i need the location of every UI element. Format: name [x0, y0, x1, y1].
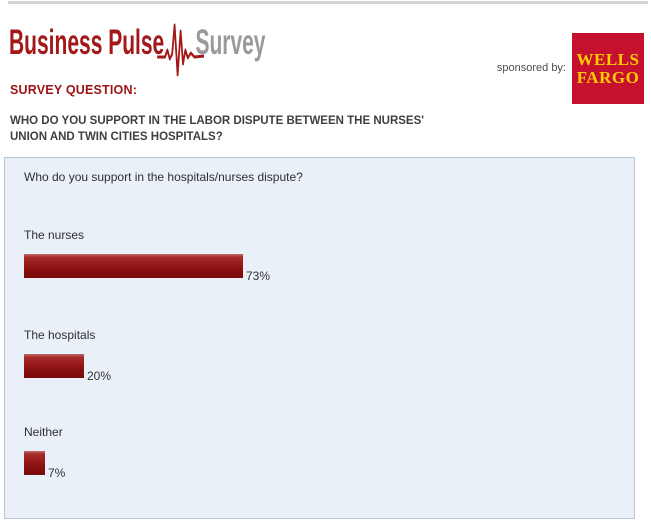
bar-group-hospitals: The hospitals 20%: [24, 328, 111, 383]
bar-value-label: 73%: [246, 269, 271, 283]
bar-label: Neither: [24, 425, 63, 439]
bar-label: The nurses: [24, 228, 85, 242]
survey-question-heading: SURVEY QUESTION:: [10, 83, 138, 97]
sponsored-by-label: sponsored by:: [496, 62, 566, 74]
bar-neither: [24, 451, 45, 475]
survey-question-line1: WHO DO YOU SUPPORT IN THE LABOR DISPUTE …: [10, 115, 424, 127]
bar-label: The hospitals: [24, 328, 96, 342]
survey-question-text: WHO DO YOU SUPPORT IN THE LABOR DISPUTE …: [10, 113, 480, 145]
bar-value-label: 20%: [87, 369, 112, 383]
survey-question-line2: UNION AND TWIN CITIES HOSPITALS?: [10, 131, 223, 143]
chart-title: Who do you support in the hospitals/nurs…: [24, 170, 303, 184]
logo-text-business-pulse: Business Pulse: [9, 23, 165, 62]
top-divider: [8, 1, 648, 4]
business-pulse-survey-logo: Business Pulse Survey: [9, 23, 266, 79]
wells-fargo-logo[interactable]: WELLS FARGO: [572, 33, 644, 104]
wells-fargo-line2: FARGO: [576, 67, 640, 87]
bar-group-neither: Neither 7%: [24, 425, 65, 480]
pulse-ekg-icon: [157, 23, 204, 77]
bar-value-label: 7%: [48, 466, 66, 480]
bar-the-nurses: [24, 254, 243, 278]
logo-text-survey: Survey: [195, 23, 266, 62]
chart-panel: Who do you support in the hospitals/nurs…: [4, 157, 635, 519]
wells-fargo-line1: WELLS: [576, 49, 640, 69]
bar-the-hospitals: [24, 354, 84, 378]
bar-group-nurses: The nurses 73%: [24, 228, 270, 283]
